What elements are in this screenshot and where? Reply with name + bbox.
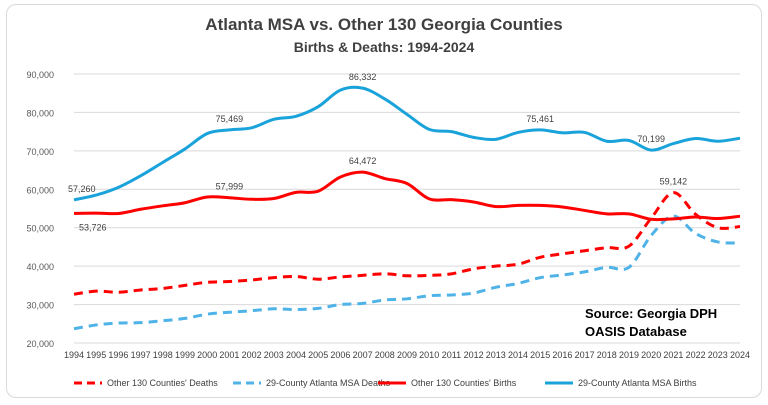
x-tick-label: 2004 <box>286 350 306 360</box>
grid-lines <box>74 73 740 344</box>
x-tick-label: 2012 <box>464 350 484 360</box>
x-tick-label: 1996 <box>108 350 128 360</box>
x-tick-label: 2020 <box>641 350 661 360</box>
source-line-2: OASIS Database <box>585 324 687 339</box>
legend-label: 29-County Atlanta MSA Births <box>578 378 697 388</box>
x-tick-label: 2014 <box>508 350 528 360</box>
x-axis-ticks: 1994 1995 1996 1997 1998 1999 2000 2001 2002 2003… <box>64 350 750 360</box>
x-tick-label: 1995 <box>86 350 106 360</box>
y-tick-label: 70,000 <box>26 147 54 157</box>
legend-label: Other 130 Counties' Births <box>411 378 517 388</box>
data-label: 86,332 <box>349 72 377 82</box>
x-tick-label: 2009 <box>397 350 417 360</box>
data-label: 59,142 <box>660 177 688 187</box>
x-tick-label: 2000 <box>197 350 217 360</box>
x-tick-label: 2013 <box>486 350 506 360</box>
x-tick-label: 1999 <box>175 350 195 360</box>
x-tick-label: 2018 <box>597 350 617 360</box>
data-label: 57,999 <box>216 182 244 192</box>
x-tick-label: 2010 <box>419 350 439 360</box>
data-label: 53,726 <box>79 222 107 232</box>
y-tick-label: 20,000 <box>26 339 54 349</box>
chart-title: Atlanta MSA vs. Other 130 Georgia Counti… <box>205 15 563 34</box>
series-line-other-births <box>73 170 741 222</box>
legend-label: Other 130 Counties' Deaths <box>107 378 218 388</box>
x-tick-label: 1997 <box>131 350 151 360</box>
x-tick-label: 2015 <box>530 350 550 360</box>
data-labels: 57,260 75,469 86,332 75,461 70,199 53,726 57,9… <box>68 72 687 232</box>
x-tick-label: 2023 <box>708 350 728 360</box>
data-label: 57,260 <box>68 184 96 194</box>
y-tick-label: 50,000 <box>26 224 54 234</box>
source-line-1: Source: Georgia DPH <box>585 306 718 321</box>
x-tick-label: 2008 <box>375 350 395 360</box>
series-line-other-deaths <box>73 191 741 296</box>
chart-subtitle: Births & Deaths: 1994-2024 <box>293 39 475 55</box>
x-tick-label: 2022 <box>686 350 706 360</box>
x-tick-label: 2011 <box>442 350 461 360</box>
source-note: Source: Georgia DPH OASIS Database <box>585 305 717 341</box>
data-label: 64,472 <box>349 156 377 166</box>
series-line-atlanta-births <box>73 85 741 202</box>
legend: Other 130 Counties' Deaths 29-County Atla… <box>74 378 697 388</box>
series-lines <box>73 85 741 331</box>
x-tick-label: 1998 <box>153 350 173 360</box>
x-tick-label: 2019 <box>619 350 639 360</box>
y-tick-label: 60,000 <box>26 185 54 195</box>
y-axis-ticks: 20,000 30,000 40,000 50,000 60,000 70,000 80,0… <box>26 70 54 349</box>
x-tick-label: 2021 <box>663 350 683 360</box>
x-tick-label: 2005 <box>308 350 328 360</box>
data-label: 75,461 <box>526 114 554 124</box>
x-tick-label: 2024 <box>730 350 750 360</box>
y-tick-label: 90,000 <box>26 70 54 80</box>
x-tick-label: 2016 <box>552 350 572 360</box>
data-label: 70,199 <box>637 134 665 144</box>
data-label: 75,469 <box>216 114 244 124</box>
y-tick-label: 80,000 <box>26 108 54 118</box>
series-line-atlanta-deaths <box>73 214 741 331</box>
x-tick-label: 2017 <box>575 350 595 360</box>
y-tick-label: 30,000 <box>26 301 54 311</box>
chart-frame <box>6 4 762 398</box>
x-tick-label: 2001 <box>219 350 239 360</box>
x-tick-label: 2006 <box>330 350 350 360</box>
x-tick-label: 2002 <box>242 350 262 360</box>
legend-label: 29-County Atlanta MSA Deaths <box>266 378 391 388</box>
x-tick-label: 2003 <box>264 350 284 360</box>
y-tick-label: 40,000 <box>26 262 54 272</box>
x-tick-label: 2007 <box>353 350 373 360</box>
x-tick-label: 1994 <box>64 350 84 360</box>
